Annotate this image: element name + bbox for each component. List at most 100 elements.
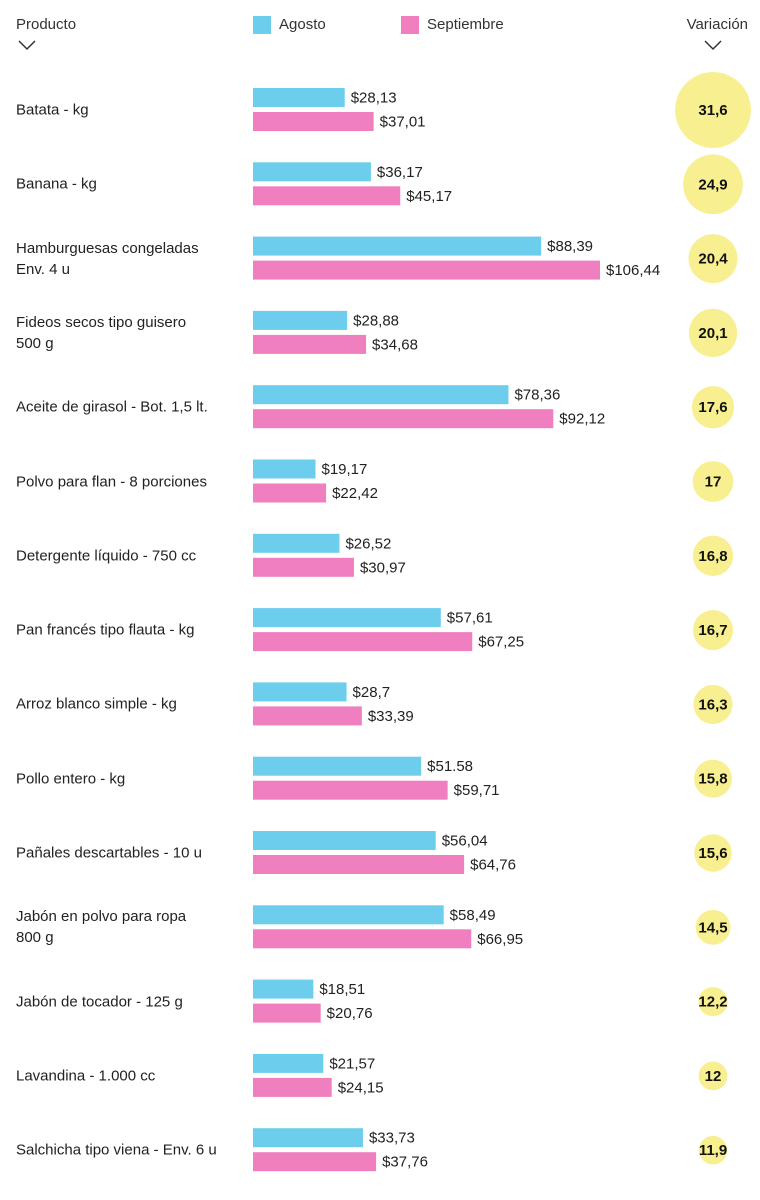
category-label: Fideos secos tipo guisero 500 g [16,313,187,352]
bar [253,409,554,429]
bar [253,310,348,330]
bar [253,1003,321,1023]
variation-label: 20,1 [698,325,727,342]
value-label: $78,36 [514,387,560,404]
variation-bubble [688,234,738,284]
bar [253,1152,377,1172]
value-label: $57,61 [447,610,493,627]
variation-label: 31,6 [698,102,727,119]
bar [253,855,465,874]
value-label: $37,76 [382,1154,428,1171]
variation-bubble [694,834,732,872]
variation-bubble [692,535,734,576]
category-label: Batata - kg [16,101,89,119]
bar [253,608,441,628]
category-label: Detergente líquido - 750 cc [16,547,197,565]
value-label: $88,39 [547,238,593,255]
value-label: $33,39 [368,708,414,725]
bar [253,706,362,726]
value-label: $36,17 [377,164,423,181]
variation-bubble [692,610,734,651]
value-label: $26,52 [345,535,391,552]
bar [253,632,473,652]
variation-label: 24,9 [698,176,727,193]
legend-label: Septiembre [427,16,504,33]
category-label: Aceite de girasol - Bot. 1,5 lt. [16,398,208,416]
bar [253,334,367,354]
bar [253,979,314,999]
value-label: $20,76 [327,1005,373,1022]
variation-bubble [691,386,735,429]
variation-bubble [698,1061,728,1091]
value-label: $28,7 [353,684,391,701]
value-label: $58,49 [450,907,496,924]
variation-bubble [698,986,728,1017]
value-label: $28,13 [351,89,397,106]
variation-label: 17,6 [698,399,727,416]
value-label: $37,01 [380,113,426,130]
category-label: Hamburguesas congeladas Env. 4 u [16,239,199,278]
value-label: $66,95 [477,931,523,948]
legend-swatch [401,16,419,34]
bar [253,929,472,949]
bar [253,236,542,256]
bar [253,112,374,131]
category-header: Producto [16,16,76,33]
bar [253,1053,324,1073]
value-label: $92,12 [559,411,605,428]
value-label: $45,17 [406,188,452,205]
variation-bubble [692,461,734,502]
bar [253,831,436,850]
category-label: Arroz blanco simple - kg [16,695,177,713]
value-label: $30,97 [360,559,406,576]
category-label: Jabón en polvo para ropa 800 g [16,908,187,947]
value-label: $64,76 [470,856,516,873]
legend-label: Agosto [279,16,326,33]
value-label: $59,71 [454,782,500,799]
value-label: $33,73 [369,1130,415,1147]
bar [253,88,345,107]
value-label: $24,15 [338,1079,384,1096]
legend-swatch [253,16,271,34]
bar [253,186,401,206]
bar [253,459,316,479]
value-label: $19,17 [321,461,367,478]
category-label: Polvo para flan - 8 porciones [16,473,207,490]
variation-bubble [693,684,733,724]
bar [253,780,448,800]
value-label: $106,44 [606,262,660,279]
variation-bubble [675,72,751,148]
bar [253,385,509,405]
sort-chevron[interactable] [704,40,722,51]
bar [253,1077,332,1097]
variation-label: 16,3 [698,696,727,713]
bar [253,682,347,702]
bar [253,905,444,925]
variation-label: 12,2 [698,994,727,1011]
variation-bubble [688,308,738,358]
category-label: Pañales descartables - 10 u [16,844,202,862]
bar [253,557,354,577]
category-label: Banana - kg [16,175,97,193]
variation-label: 11,9 [699,1142,727,1159]
variation-label: 15,6 [698,845,727,862]
variation-label: 15,8 [698,771,727,788]
category-label: Pollo entero - kg [16,770,126,788]
sort-chevron[interactable] [18,40,36,51]
variation-label: 17 [705,473,722,490]
value-label: $21,57 [329,1055,375,1072]
variation-bubble [698,1135,728,1165]
variation-label: 16,8 [698,548,727,565]
bar [253,1128,363,1148]
variation-label: 20,4 [698,251,728,268]
bar [253,533,340,553]
value-label: $51.58 [427,758,473,775]
bar [253,756,422,776]
bar [253,483,327,503]
variation-bubble [695,909,731,945]
value-label: $67,25 [478,634,524,651]
value-label: $28,88 [353,312,399,329]
category-label: Jabón de tocador - 125 g [16,993,183,1011]
